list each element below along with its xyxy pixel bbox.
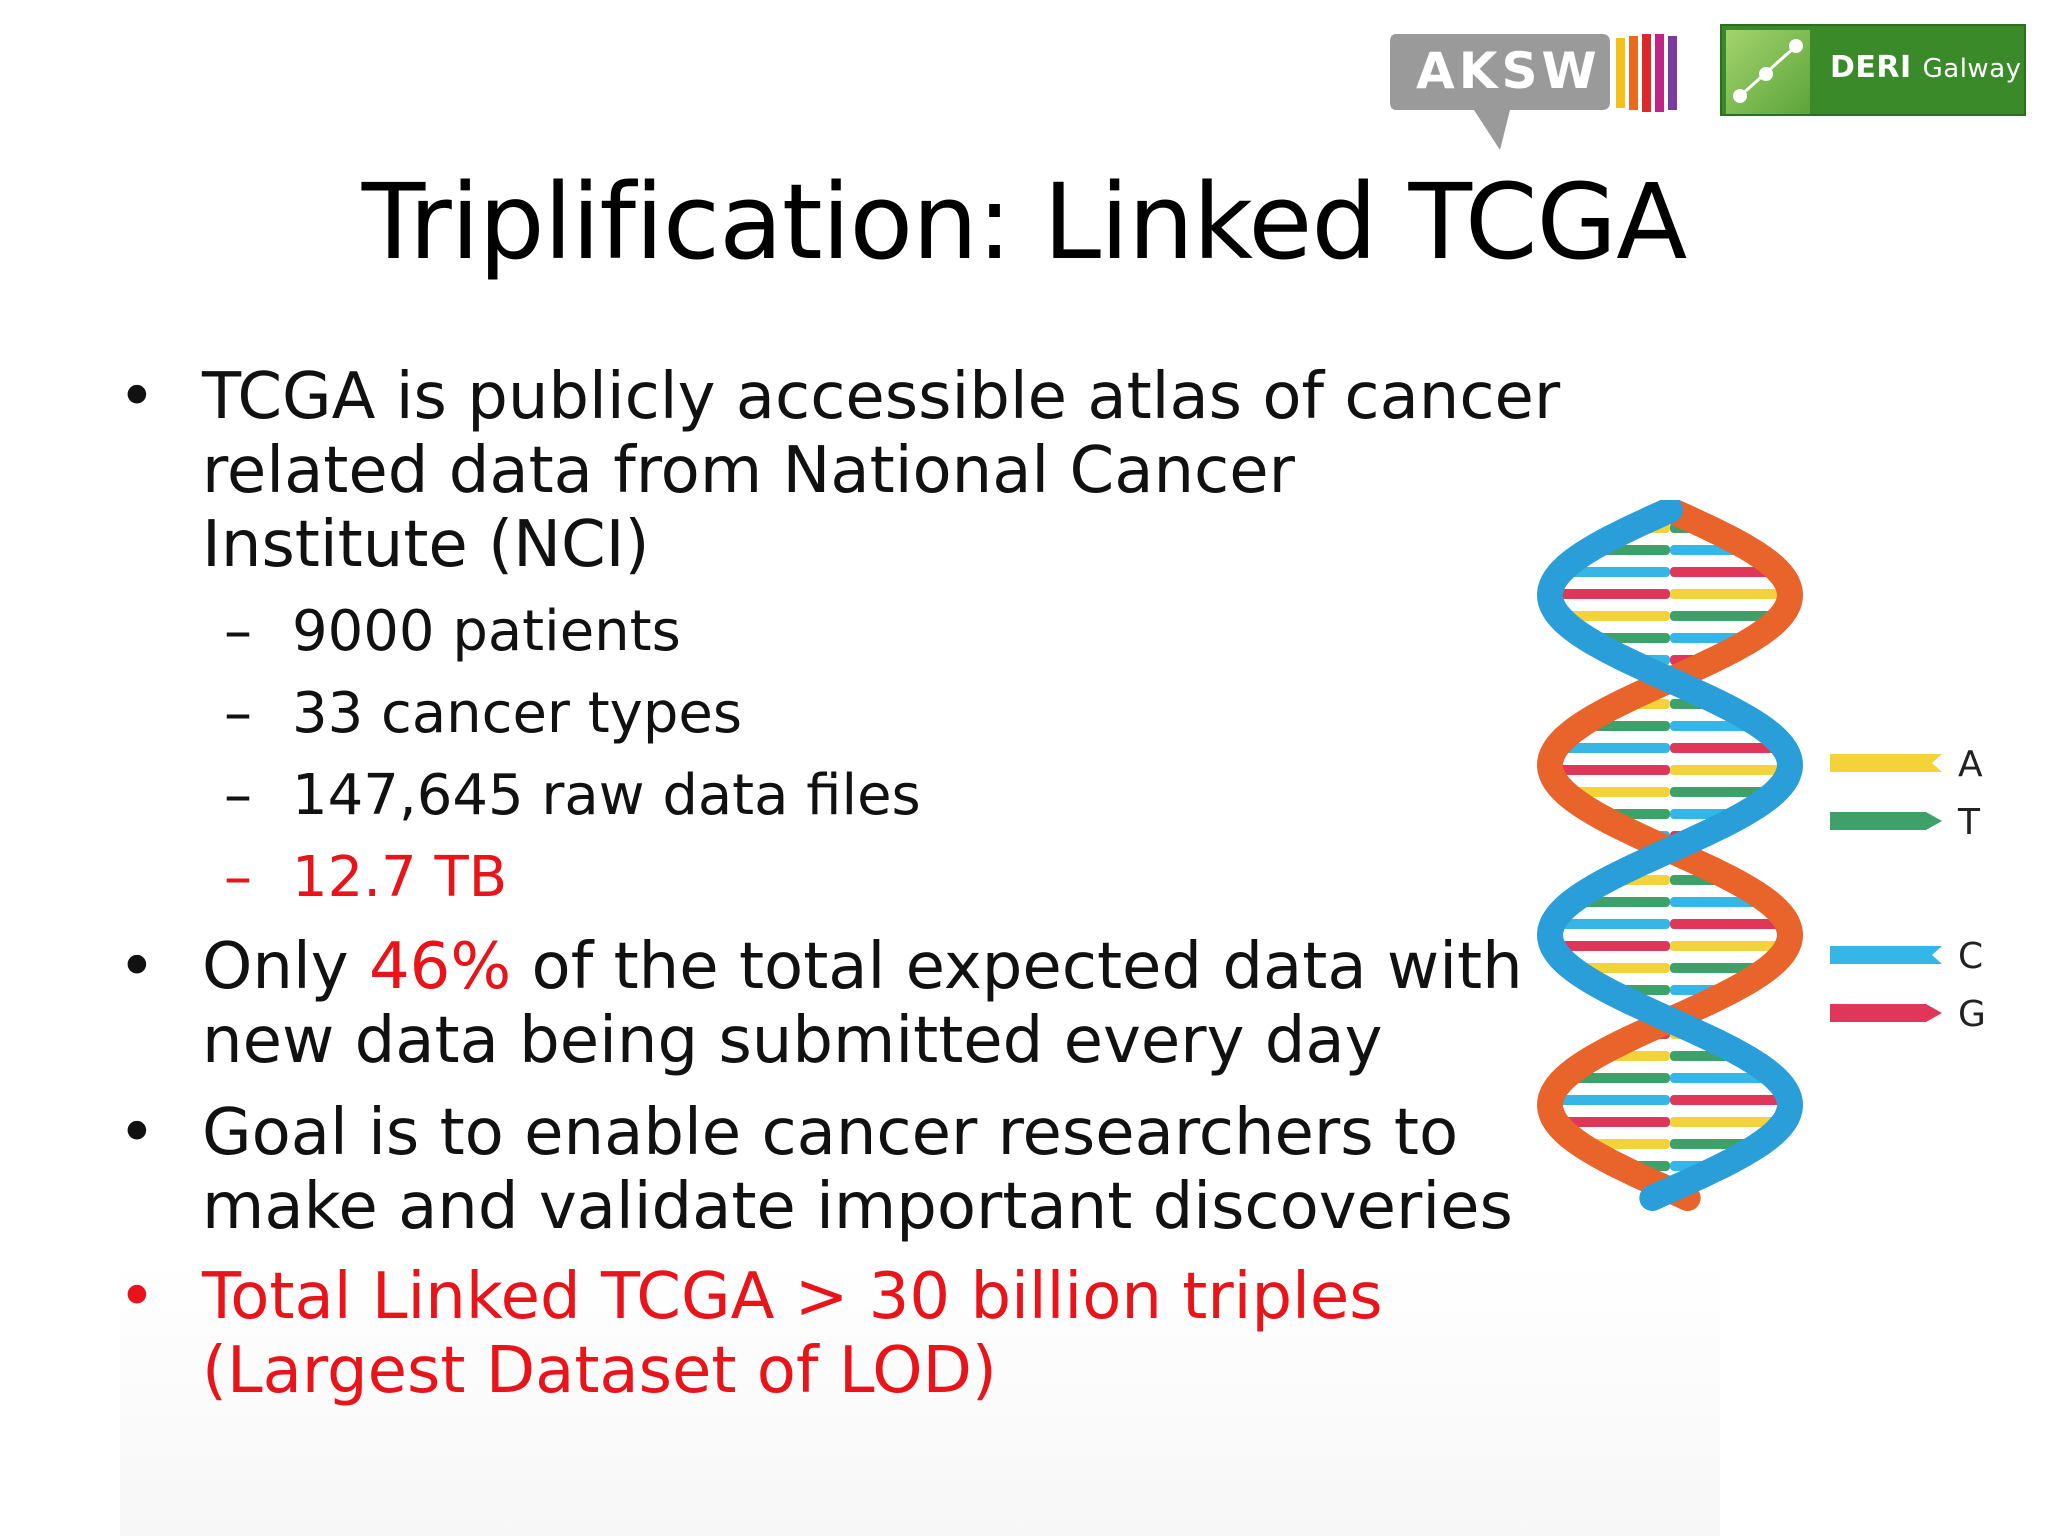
- base-pair-segment: [1670, 611, 1782, 621]
- deri-galway-logo: DERI Galway: [1720, 24, 2026, 116]
- base-pair-segment: [1670, 941, 1788, 951]
- base-pair-segment: [1670, 567, 1780, 577]
- bullet-text: Only 46% of the total expected data with…: [202, 930, 1562, 1078]
- legend-label-t: T: [1958, 802, 1980, 843]
- legend-label-g: G: [1958, 994, 1986, 1035]
- base-pair-segment: [1670, 787, 1776, 797]
- base-pair-segment: [1670, 1073, 1776, 1083]
- bullet-text-pre: Only: [202, 930, 369, 1004]
- aksw-logo-text: AKSW: [1416, 42, 1601, 100]
- deri-dots-icon: [1733, 39, 1803, 103]
- legend-base-marker: [1830, 1004, 1942, 1022]
- sub-bullet-dash: –: [224, 681, 252, 746]
- base-pair-segment: [1552, 941, 1670, 951]
- bullet-dot: •: [118, 1096, 156, 1170]
- bullet-text: Goal is to enable cancer researchers to …: [202, 1096, 1513, 1244]
- legend-label-c: C: [1958, 936, 1984, 977]
- sub-bullet-dash: –: [224, 763, 252, 828]
- base-pair-segment: [1555, 743, 1670, 753]
- deri-logo-text: DERI Galway: [1830, 50, 2022, 85]
- legend-base-marker: [1830, 812, 1942, 830]
- base-pair-segment: [1670, 1095, 1790, 1105]
- bullet-text: Total Linked TCGA > 30 billion triples (…: [202, 1260, 1383, 1408]
- base-pair-segment: [1564, 1073, 1670, 1083]
- base-pair-segment: [1560, 567, 1670, 577]
- background-fade: [120, 1260, 1720, 1536]
- base-pair-segment: [1670, 919, 1788, 929]
- bullet-dot: •: [118, 1260, 156, 1334]
- dna-illustration: A T C G: [1500, 497, 2020, 1220]
- aksw-logo-shape: [1390, 34, 1677, 150]
- base-pair-segment: [1550, 589, 1670, 599]
- slide-title: Triplification: Linked TCGA: [361, 161, 1688, 283]
- base-pair-segment: [1552, 919, 1670, 929]
- bullet-text-highlight: 46%: [368, 930, 512, 1004]
- base-pair-segment: [1670, 765, 1790, 775]
- sub-bullet-text: 33 cancer types: [292, 681, 742, 746]
- base-pair-segment: [1670, 743, 1785, 753]
- sub-bullet-text: 9000 patients: [292, 599, 681, 664]
- bullet-text-post: of the total expected data with new data…: [202, 930, 1523, 1078]
- bullet-text: TCGA is publicly accessible atlas of can…: [202, 360, 1561, 582]
- deri-logo-graphic: [1726, 30, 1810, 114]
- base-pair-segment: [1550, 765, 1670, 775]
- legend-base-marker: [1830, 946, 1942, 964]
- bullet-dot: •: [118, 930, 156, 1004]
- legend-label-a: A: [1958, 744, 1983, 785]
- base-pair-segment: [1550, 1095, 1670, 1105]
- legend-base-marker: [1830, 754, 1942, 772]
- base-pair-segment: [1670, 589, 1790, 599]
- sub-bullet-text: 12.7 TB: [292, 845, 508, 910]
- base-pair-segment: [1670, 1117, 1785, 1127]
- dna-strand-blue: [1536, 497, 1804, 1211]
- sub-bullet-dash: –: [224, 599, 252, 664]
- dna-helix-image: [1536, 497, 1942, 1211]
- aksw-logo: AKSW: [1390, 32, 1680, 162]
- base-pair-segment: [1564, 787, 1670, 797]
- sub-bullet-dash: –: [224, 845, 252, 910]
- deri-logo-bold: DERI: [1830, 50, 1912, 85]
- bullet-dot: •: [118, 360, 156, 434]
- deri-logo-light: Galway: [1922, 54, 2022, 84]
- sub-bullet-text: 147,645 raw data files: [292, 763, 921, 828]
- deri-logo-box: DERI Galway: [1720, 24, 2026, 116]
- base-pair-segment: [1555, 1117, 1670, 1127]
- base-pair-segment: [1558, 611, 1670, 621]
